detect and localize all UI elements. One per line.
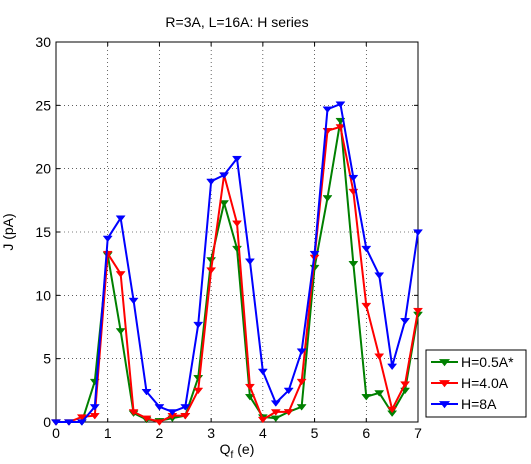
data-point: [244, 258, 255, 265]
data-point: [231, 155, 243, 163]
data-point: [180, 413, 191, 420]
data-point: [361, 394, 372, 401]
data-point: [322, 195, 333, 202]
data-point: [115, 215, 126, 222]
x-tick-label: 4: [259, 425, 267, 441]
data-point: [128, 409, 139, 416]
data-point: [270, 400, 281, 407]
data-point: [154, 419, 165, 426]
data-point: [374, 390, 385, 397]
data-point: [206, 267, 217, 274]
data-point: [128, 297, 139, 305]
x-tick-label: 2: [156, 425, 164, 441]
y-axis-title: J (pA): [0, 213, 16, 250]
data-point: [361, 245, 372, 253]
data-point: [89, 413, 100, 420]
data-point: [296, 378, 307, 386]
x-tick-label: 0: [52, 425, 60, 441]
data-point: [309, 250, 320, 258]
data-point: [102, 235, 113, 243]
data-point: [257, 416, 268, 424]
legend: H=0.5A* H=4.0A H=8A: [425, 349, 527, 418]
x-tick-label: 6: [362, 425, 370, 441]
data-point: [348, 174, 359, 182]
legend-label: H=0.5A*: [461, 354, 514, 370]
data-point: [296, 404, 307, 411]
axis-ticks: 0 1 2 3 4 5 6 7 0 5 10 15 20 25 30: [35, 34, 422, 441]
y-tick-label: 15: [35, 224, 51, 240]
data-point: [219, 200, 230, 207]
y-tick-label: 0: [43, 414, 51, 430]
data-point: [400, 381, 411, 388]
legend-marker: [438, 359, 451, 367]
data-point: [154, 404, 165, 411]
data-point: [115, 328, 126, 335]
x-tick-label: 5: [311, 425, 319, 441]
data-point: [50, 419, 62, 426]
y-tick-label: 10: [35, 287, 51, 303]
data-point: [322, 106, 333, 113]
data-point: [270, 409, 281, 416]
data-point: [63, 419, 74, 426]
data-point: [296, 348, 307, 355]
x-tick-label: 7: [414, 425, 422, 441]
data-point: [206, 178, 217, 186]
data-point: [283, 387, 294, 395]
data-point: [412, 307, 424, 315]
data-point: [89, 404, 100, 411]
data-point: [400, 318, 411, 325]
legend-marker: [438, 401, 451, 409]
legend-marker: [438, 380, 451, 388]
x-tick-label: 1: [104, 425, 112, 441]
series-2: [50, 124, 424, 426]
legend-label: H=4.0A: [461, 375, 509, 391]
y-tick-label: 5: [43, 351, 51, 367]
legend-entry: H=4.0A: [431, 375, 509, 391]
data-point: [180, 404, 191, 411]
data-point: [335, 101, 346, 108]
y-tick-label: 30: [35, 34, 51, 50]
data-point: [387, 406, 398, 414]
data-point: [374, 272, 385, 279]
data-point: [348, 261, 359, 268]
series-3: [50, 101, 424, 426]
data-point: [115, 271, 126, 278]
data-point: [374, 353, 385, 360]
x-axis-title-symbol: Q: [220, 441, 231, 457]
data-point: [257, 368, 268, 376]
x-tick-label: 3: [207, 425, 215, 441]
data-point: [141, 415, 152, 423]
data-point: [335, 124, 346, 131]
data-point: [244, 383, 255, 391]
data-point: [193, 387, 204, 395]
x-axis-title-subscript: f: [230, 450, 233, 461]
legend-entry: H=8A: [431, 396, 497, 412]
data-point: [270, 415, 281, 423]
data-point: [76, 414, 87, 421]
data-point: [387, 363, 398, 371]
legend-entry: H=0.5A*: [431, 354, 514, 370]
data-point: [219, 172, 230, 179]
data-point: [412, 229, 424, 236]
data-point: [167, 409, 178, 416]
y-tick-label: 25: [35, 97, 51, 113]
x-axis-title: Qf (e): [220, 441, 255, 461]
legend-label: H=8A: [461, 396, 497, 412]
data-point: [193, 321, 204, 329]
data-point: [244, 394, 255, 401]
data-point: [231, 220, 243, 227]
data-point: [361, 302, 372, 310]
chart-title: R=3A, L=16A: H series: [165, 14, 308, 30]
data-point: [141, 388, 152, 396]
series-group: [50, 101, 424, 426]
data-point: [76, 419, 87, 426]
x-axis-title-unit: (e): [237, 441, 254, 457]
data-point: [283, 409, 294, 416]
y-tick-label: 20: [35, 161, 51, 177]
